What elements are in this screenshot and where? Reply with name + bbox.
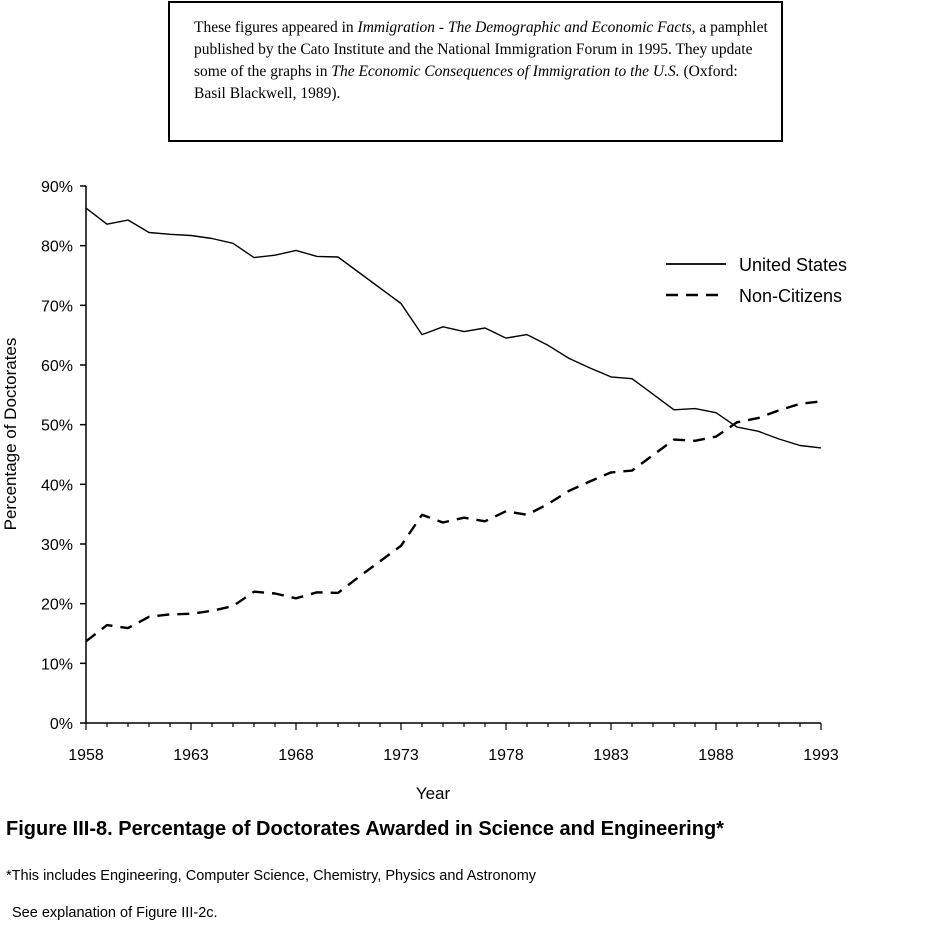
y-tick-label: 10% [41, 656, 73, 673]
see-also-note: See explanation of Figure III-2c. [12, 905, 218, 921]
note-title-1: Immigration - The Demographic and Econom… [357, 19, 692, 36]
note-text-1: These figures appeared in [194, 19, 358, 36]
y-tick-label: 20% [41, 597, 73, 614]
series-line-united-states [85, 207, 822, 449]
x-tick-label: 1973 [383, 747, 419, 764]
x-tick-label: 1983 [593, 747, 629, 764]
x-tick-label: 1993 [803, 747, 839, 764]
legend-label: United States [739, 255, 847, 275]
chart-axes [80, 185, 822, 730]
y-tick-label: 70% [41, 298, 73, 315]
x-tick-labels: 1958 1963 1968 1973 1978 1983 1988 1993 [68, 747, 839, 764]
series-line-non-citizens [85, 400, 822, 643]
x-tick-label: 1963 [173, 747, 209, 764]
y-tick-label: 40% [41, 477, 73, 494]
note-title-2: The Economic Consequences of Immigration… [331, 63, 680, 80]
chart-series [85, 207, 822, 643]
x-tick-label: 1978 [488, 747, 524, 764]
note-text-3: (Oxford: Basil Blackwell, 1989). [194, 63, 738, 102]
y-tick-labels: 0% 10% 20% 30% 40% 50% 60% 70% 80% 90% [41, 179, 73, 733]
x-tick-label: 1968 [278, 747, 314, 764]
footnote: *This includes Engineering, Computer Sci… [6, 868, 537, 884]
x-tick-label: 1988 [698, 747, 734, 764]
line-chart: 0%10%20%30%40%50%60%70%80%90% 1958 1963 19… [1, 179, 847, 803]
source-note-text: These figures appeared in Immigration - … [194, 17, 769, 105]
figure-caption: Figure III-8. Percentage of Doctorates A… [6, 818, 724, 840]
chart-legend: United States Non-Citizens [666, 255, 847, 306]
legend-label: Non-Citizens [739, 286, 842, 306]
y-tick-label: 80% [41, 239, 73, 256]
x-tick-label: 1958 [68, 747, 104, 764]
x-axis-label: Year [416, 784, 451, 803]
y-tick-label: 90% [41, 179, 73, 196]
y-tick-label: 50% [41, 418, 73, 435]
y-tick-label: 30% [41, 537, 73, 554]
y-tick-label: 60% [41, 358, 73, 375]
y-tick-label: 0% [50, 716, 73, 733]
source-note-box: These figures appeared in Immigration - … [168, 1, 783, 142]
y-axis-label: Percentage of Doctorates [1, 338, 20, 531]
note-text-2: , a pamphlet published by the Cato Insti… [194, 19, 768, 80]
